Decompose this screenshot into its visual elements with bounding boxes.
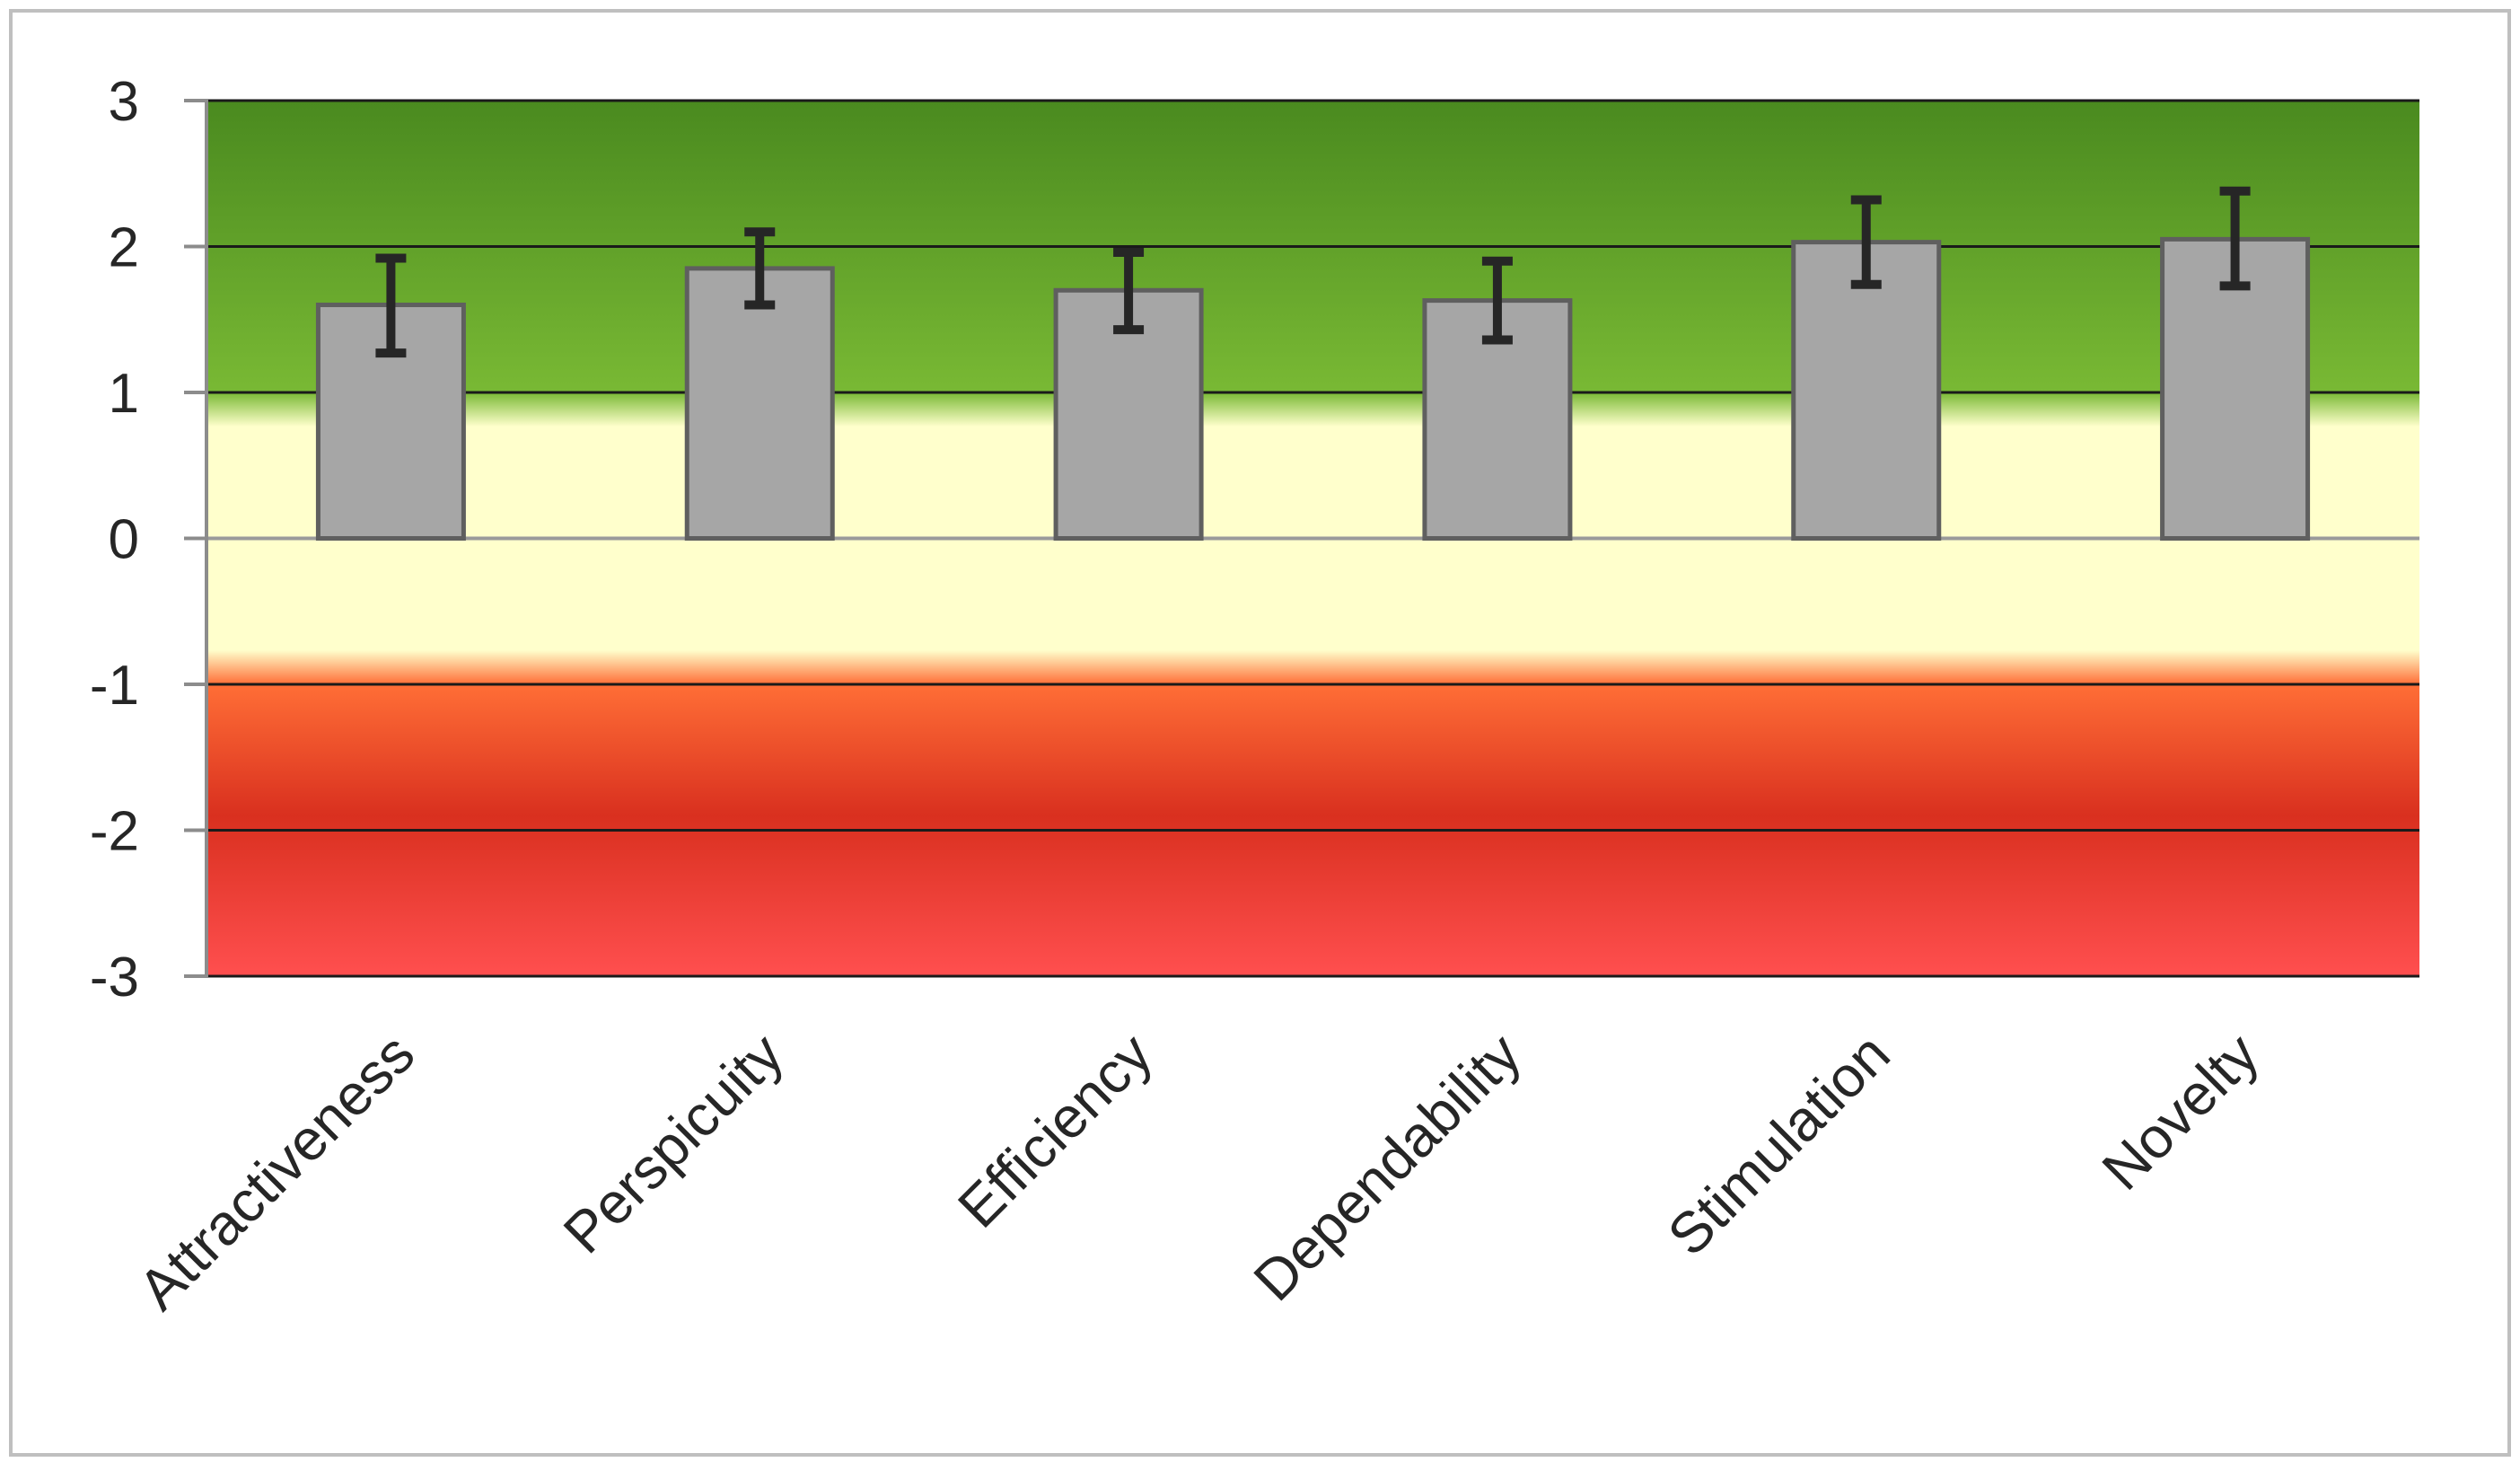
bar-stimulation	[1791, 240, 1942, 541]
bar-perspicuity	[684, 266, 835, 541]
gridlines	[206, 99, 2419, 978]
y-tick-label: -2	[90, 801, 139, 863]
error-bars	[375, 186, 2251, 358]
band-bad-fade	[206, 650, 2419, 684]
y-tick-label: -3	[90, 947, 139, 1009]
y-tick-labels: 3 2 1 0 -1 -2 -3	[90, 71, 139, 1009]
y-tick-label: 1	[109, 363, 139, 425]
error-bar-novelty	[2219, 186, 2251, 291]
error-bar-stimulation	[1850, 195, 1882, 289]
error-bar-attractiveness	[375, 253, 407, 358]
axes	[184, 99, 208, 978]
error-bar-perspicuity	[744, 227, 776, 310]
y-tick-label: 0	[109, 509, 139, 571]
y-tick-label: 3	[109, 71, 139, 133]
error-bar-dependability	[1481, 256, 1513, 345]
bars	[315, 236, 2311, 541]
band-good-fade	[206, 392, 2419, 427]
y-tick-label: -1	[90, 655, 139, 717]
error-bar-efficiency	[1113, 248, 1145, 335]
y-tick-label: 2	[109, 217, 139, 279]
